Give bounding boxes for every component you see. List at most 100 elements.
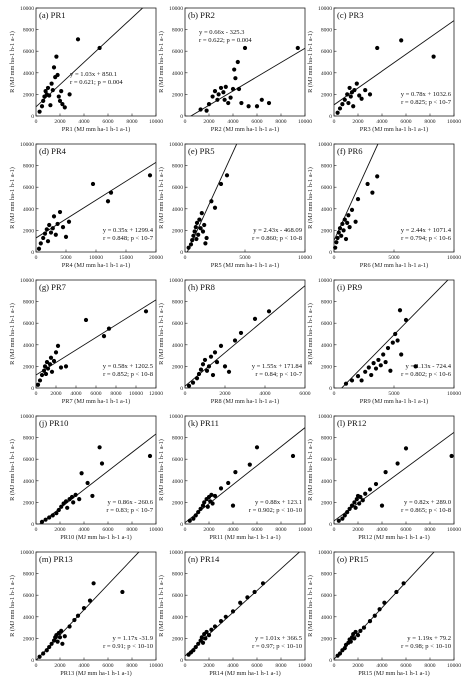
data-point [209, 199, 214, 204]
x-tick-label: 0 [184, 119, 187, 125]
panel-k: 0 2000 4000 6000 8000 10000 0 2000 4000 6000 8000 1… [158, 414, 312, 541]
x-tick-label: 0 [35, 663, 38, 669]
data-point [345, 510, 350, 515]
data-point [202, 222, 207, 228]
y-tick-label: 2000 [23, 92, 34, 98]
data-point [336, 230, 341, 235]
x-tick-label: 10000 [447, 663, 461, 669]
y-tick-label: 2000 [321, 92, 332, 98]
y-tick-label: 6000 [321, 185, 332, 191]
x-tick-label: 2000 [352, 119, 363, 125]
fit-line [36, 299, 156, 376]
data-point [363, 491, 368, 496]
x-tick-label: 8000 [424, 663, 435, 669]
y-tick-label: 4000 [23, 479, 34, 485]
data-point [198, 107, 203, 112]
data-point [203, 241, 208, 246]
data-point [42, 231, 48, 236]
stats-text: r = 0.622; p = 0.004 [199, 37, 252, 44]
x-tick-label: 8000 [275, 527, 286, 533]
data-point [193, 225, 198, 230]
x-tick-label: 10000 [298, 119, 312, 125]
stats-text: r = 0.825; p < 10-7 [401, 99, 452, 106]
data-point [105, 199, 111, 204]
y-tick-label: 0 [329, 250, 332, 256]
data-point [342, 513, 347, 518]
panel-label: (a) PR1 [39, 10, 66, 20]
data-point [49, 369, 55, 374]
fit-line [36, 552, 140, 660]
data-point [83, 317, 89, 323]
panel-f: 0 2000 4000 6000 8000 10000 0 5000 10000 PR6 (MJ … [307, 142, 461, 269]
data-point [147, 453, 153, 459]
fit-line [36, 161, 156, 239]
data-point [252, 589, 257, 595]
data-point [358, 628, 363, 633]
plot-frame [35, 7, 157, 117]
y-tick-label: 4000 [172, 615, 183, 621]
y-tick-label: 2000 [321, 500, 332, 506]
x-tick-label: 6000 [299, 391, 310, 397]
data-point [55, 72, 60, 78]
data-point [347, 225, 352, 230]
y-tick-label: 2000 [23, 228, 34, 234]
data-point [343, 236, 349, 242]
data-point [340, 516, 345, 521]
data-point [67, 92, 72, 97]
plot-frame [333, 415, 455, 525]
data-point [349, 378, 355, 383]
panel-c: 0 2000 4000 6000 8000 10000 0 2000 4000 6000 8000 1… [307, 6, 461, 133]
data-point [359, 378, 364, 383]
data-point [41, 235, 46, 241]
data-point [54, 54, 59, 59]
data-point [353, 219, 358, 224]
stats-text: r = 0.852; p < 10-8 [103, 371, 154, 378]
y-tick-label: 2000 [23, 364, 34, 370]
data-point [375, 45, 380, 51]
data-point [218, 486, 224, 491]
data-point [53, 232, 58, 237]
x-tick-label: 10000 [447, 119, 461, 125]
data-point [60, 102, 65, 107]
panel-label: (j) PR10 [39, 418, 68, 428]
data-point [38, 241, 43, 246]
data-point [342, 646, 347, 651]
data-point [200, 229, 206, 234]
panel-label: (h) PR8 [188, 282, 215, 292]
data-point [60, 641, 65, 646]
y-tick-label: 6000 [23, 593, 34, 599]
x-tick-label: 8000 [110, 391, 121, 397]
data-point [372, 613, 377, 618]
y-tick-label: 4000 [23, 615, 34, 621]
data-point [51, 214, 57, 219]
data-point [48, 103, 53, 108]
data-point [247, 462, 252, 467]
data-point [63, 364, 69, 369]
y-axis-label: R (MJ mm ha-1 h-1 a-1) [158, 31, 165, 93]
data-point [108, 190, 114, 195]
y-axis-label: R (MJ mm ha-1 h-1 a-1) [158, 167, 165, 229]
plot-frame [333, 7, 455, 117]
data-point [347, 85, 352, 91]
y-tick-label: 2000 [321, 228, 332, 234]
data-point [97, 45, 102, 51]
data-point [199, 211, 204, 216]
x-tick-label: 0 [184, 255, 187, 261]
data-point [196, 641, 201, 646]
x-axis-label: PR12 (MJ mm ha-1 h-1 a-1) [358, 534, 430, 541]
data-point [41, 98, 46, 103]
data-point [37, 109, 42, 114]
y-tick-label: 6000 [23, 49, 34, 55]
x-tick-label: 4000 [78, 663, 89, 669]
data-point [370, 190, 375, 195]
x-tick-label: 8000 [275, 663, 286, 669]
data-point [210, 501, 215, 506]
data-point [204, 629, 209, 635]
stats-text: r = 0.860; p < 10-8 [252, 235, 303, 242]
data-point [342, 217, 347, 222]
data-point [346, 213, 351, 218]
x-tick-label: 5000 [239, 255, 250, 261]
y-tick-label: 8000 [172, 164, 183, 170]
x-axis-label: PR6 (MJ mm ha-1 h-1 a-1) [360, 262, 428, 269]
x-tick-label: 4000 [376, 119, 387, 125]
